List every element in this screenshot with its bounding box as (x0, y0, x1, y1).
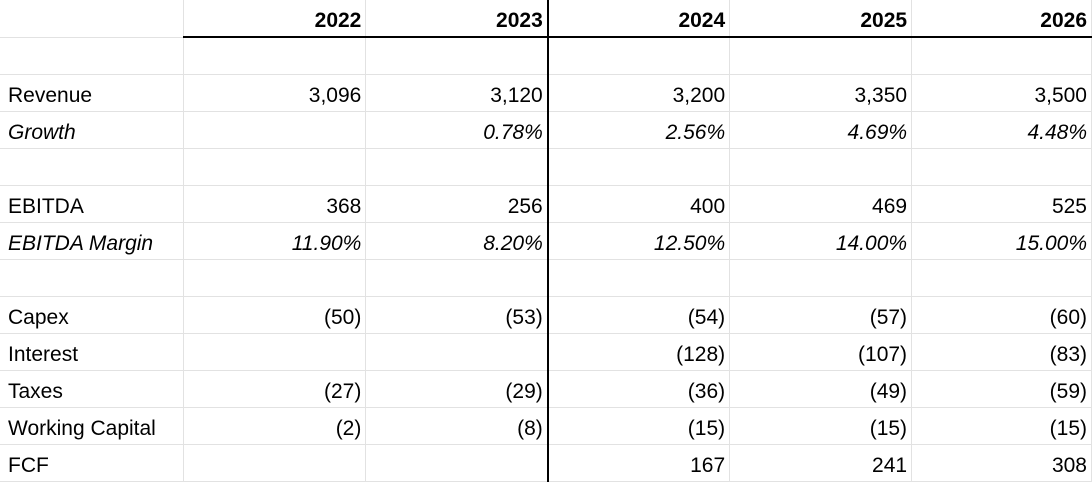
cell-taxes-2022[interactable]: (27) (183, 370, 367, 408)
cell-empty[interactable] (729, 148, 913, 186)
cell-growth-2023[interactable]: 0.78% (365, 111, 549, 149)
row-growth: Growth 0.78% 2.56% 4.69% 4.48% (0, 111, 1092, 149)
cell-wc-2025[interactable]: (15) (729, 407, 913, 445)
cell-fcf-2022[interactable] (183, 444, 367, 482)
cell-wc-2024[interactable]: (15) (547, 407, 731, 445)
cell-growth-2024[interactable]: 2.56% (547, 111, 731, 149)
cell-growth-2026[interactable]: 4.48% (911, 111, 1092, 149)
cell-revenue-2026[interactable]: 3,500 (911, 74, 1092, 112)
cell-fcf-2025[interactable]: 241 (729, 444, 913, 482)
cell-empty[interactable] (547, 259, 731, 297)
cell-empty[interactable] (547, 148, 731, 186)
row-label-capex[interactable]: Capex (0, 296, 185, 334)
cell-growth-2025[interactable]: 4.69% (729, 111, 913, 149)
cell-fcf-2023[interactable] (365, 444, 549, 482)
cell-margin-2026[interactable]: 15.00% (911, 222, 1092, 260)
cell-empty[interactable] (0, 259, 185, 297)
cell-margin-2023[interactable]: 8.20% (365, 222, 549, 260)
cell-empty[interactable] (0, 37, 185, 75)
cell-empty[interactable] (183, 148, 367, 186)
header-year-2023[interactable]: 2023 (365, 0, 549, 38)
header-year-2026[interactable]: 2026 (911, 0, 1092, 38)
row-capex: Capex (50) (53) (54) (57) (60) (0, 296, 1092, 334)
row-ebitda-margin: EBITDA Margin 11.90% 8.20% 12.50% 14.00%… (0, 222, 1092, 260)
row-revenue: Revenue 3,096 3,120 3,200 3,350 3,500 (0, 74, 1092, 112)
cell-ebitda-2026[interactable]: 525 (911, 185, 1092, 223)
spreadsheet-grid: 2022 2023 2024 2025 2026 Revenue 3,096 3… (0, 0, 1092, 482)
row-label-interest[interactable]: Interest (0, 333, 185, 371)
cell-empty[interactable] (729, 37, 913, 75)
cell-taxes-2023[interactable]: (29) (365, 370, 549, 408)
cell-empty[interactable] (729, 259, 913, 297)
empty-row (0, 37, 1092, 75)
cell-interest-2025[interactable]: (107) (729, 333, 913, 371)
cell-interest-2023[interactable] (365, 333, 549, 371)
cell-empty[interactable] (0, 148, 185, 186)
row-label-revenue[interactable]: Revenue (0, 74, 185, 112)
empty-row (0, 148, 1092, 186)
cell-empty[interactable] (365, 259, 549, 297)
cell-revenue-2024[interactable]: 3,200 (547, 74, 731, 112)
row-fcf: FCF 167 241 308 (0, 444, 1092, 482)
cell-empty[interactable] (183, 259, 367, 297)
cell-capex-2025[interactable]: (57) (729, 296, 913, 334)
cell-empty[interactable] (183, 37, 367, 75)
cell-taxes-2026[interactable]: (59) (911, 370, 1092, 408)
cell-revenue-2023[interactable]: 3,120 (365, 74, 549, 112)
cell-empty[interactable] (365, 148, 549, 186)
cell-wc-2026[interactable]: (15) (911, 407, 1092, 445)
cell-interest-2024[interactable]: (128) (547, 333, 731, 371)
cell-margin-2024[interactable]: 12.50% (547, 222, 731, 260)
cell-margin-2025[interactable]: 14.00% (729, 222, 913, 260)
header-year-2025[interactable]: 2025 (729, 0, 913, 38)
cell-ebitda-2023[interactable]: 256 (365, 185, 549, 223)
cell-empty[interactable] (547, 37, 731, 75)
row-label-ebitda-margin[interactable]: EBITDA Margin (0, 222, 185, 260)
cell-taxes-2025[interactable]: (49) (729, 370, 913, 408)
cell-ebitda-2022[interactable]: 368 (183, 185, 367, 223)
cell-empty[interactable] (911, 259, 1092, 297)
header-row: 2022 2023 2024 2025 2026 (0, 0, 1092, 38)
cell-fcf-2024[interactable]: 167 (547, 444, 731, 482)
cell-fcf-2026[interactable]: 308 (911, 444, 1092, 482)
cell-empty[interactable] (911, 148, 1092, 186)
cell-revenue-2025[interactable]: 3,350 (729, 74, 913, 112)
cell-interest-2022[interactable] (183, 333, 367, 371)
cell-ebitda-2025[interactable]: 469 (729, 185, 913, 223)
row-taxes: Taxes (27) (29) (36) (49) (59) (0, 370, 1092, 408)
row-label-taxes[interactable]: Taxes (0, 370, 185, 408)
cell-interest-2026[interactable]: (83) (911, 333, 1092, 371)
cell-header-label[interactable] (0, 0, 185, 38)
row-ebitda: EBITDA 368 256 400 469 525 (0, 185, 1092, 223)
row-label-fcf[interactable]: FCF (0, 444, 185, 482)
empty-row (0, 259, 1092, 297)
row-label-working-capital[interactable]: Working Capital (0, 407, 185, 445)
cell-margin-2022[interactable]: 11.90% (183, 222, 367, 260)
row-interest: Interest (128) (107) (83) (0, 333, 1092, 371)
cell-capex-2023[interactable]: (53) (365, 296, 549, 334)
cell-wc-2023[interactable]: (8) (365, 407, 549, 445)
cell-capex-2022[interactable]: (50) (183, 296, 367, 334)
cell-growth-2022[interactable] (183, 111, 367, 149)
row-label-ebitda[interactable]: EBITDA (0, 185, 185, 223)
cell-empty[interactable] (365, 37, 549, 75)
cell-taxes-2024[interactable]: (36) (547, 370, 731, 408)
cell-ebitda-2024[interactable]: 400 (547, 185, 731, 223)
cell-empty[interactable] (911, 37, 1092, 75)
row-label-growth[interactable]: Growth (0, 111, 185, 149)
cell-capex-2026[interactable]: (60) (911, 296, 1092, 334)
cell-wc-2022[interactable]: (2) (183, 407, 367, 445)
cell-capex-2024[interactable]: (54) (547, 296, 731, 334)
cell-revenue-2022[interactable]: 3,096 (183, 74, 367, 112)
row-working-capital: Working Capital (2) (8) (15) (15) (15) (0, 407, 1092, 445)
header-year-2022[interactable]: 2022 (183, 0, 367, 38)
header-year-2024[interactable]: 2024 (547, 0, 731, 38)
